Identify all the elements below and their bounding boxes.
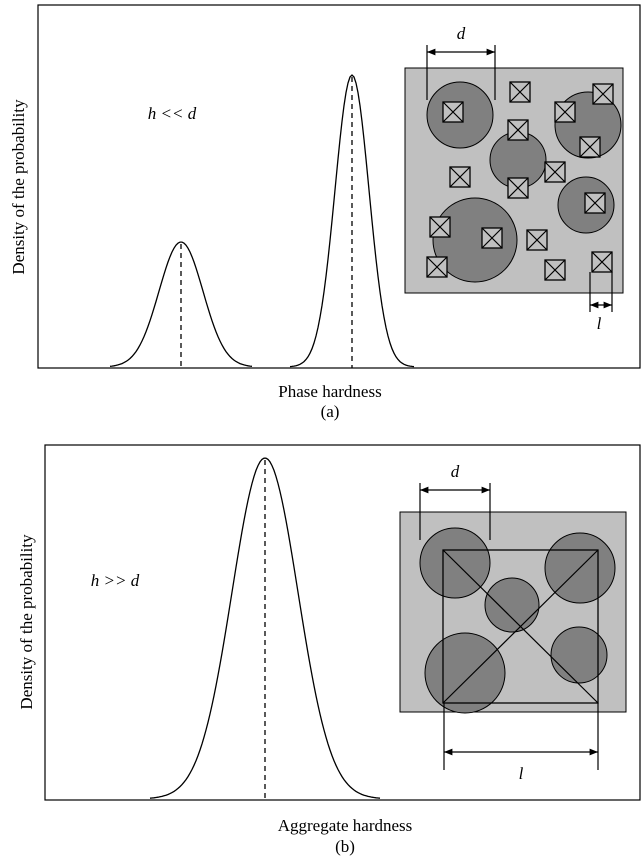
l-label: l bbox=[519, 764, 524, 783]
y-axis-label: Density of the probability bbox=[9, 99, 28, 275]
caption: (a) bbox=[321, 402, 340, 421]
condition: h << d bbox=[148, 104, 197, 123]
grain bbox=[420, 528, 490, 598]
d-label: d bbox=[457, 24, 466, 43]
caption: (b) bbox=[335, 837, 355, 856]
l-label: l bbox=[597, 314, 602, 333]
grain bbox=[425, 633, 505, 713]
panel-a: d l h << d Density of the probability Ph… bbox=[9, 5, 640, 421]
x-axis-label: Phase hardness bbox=[278, 382, 381, 401]
grain bbox=[485, 578, 539, 632]
panel-b: d l h >> d Density of the probability Ag… bbox=[17, 445, 640, 856]
x-axis-label: Aggregate hardness bbox=[278, 816, 413, 835]
condition: h >> d bbox=[91, 571, 140, 590]
y-axis-label: Density of the probability bbox=[17, 534, 36, 710]
figure: d l h << d Density of the probability Ph… bbox=[0, 0, 643, 863]
d-label: d bbox=[451, 462, 460, 481]
